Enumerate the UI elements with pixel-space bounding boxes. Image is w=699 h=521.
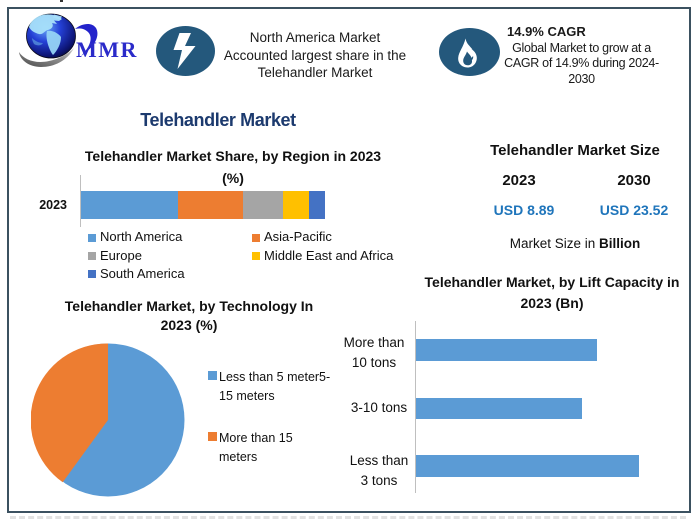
svg-text:MMR: MMR: [76, 37, 138, 62]
